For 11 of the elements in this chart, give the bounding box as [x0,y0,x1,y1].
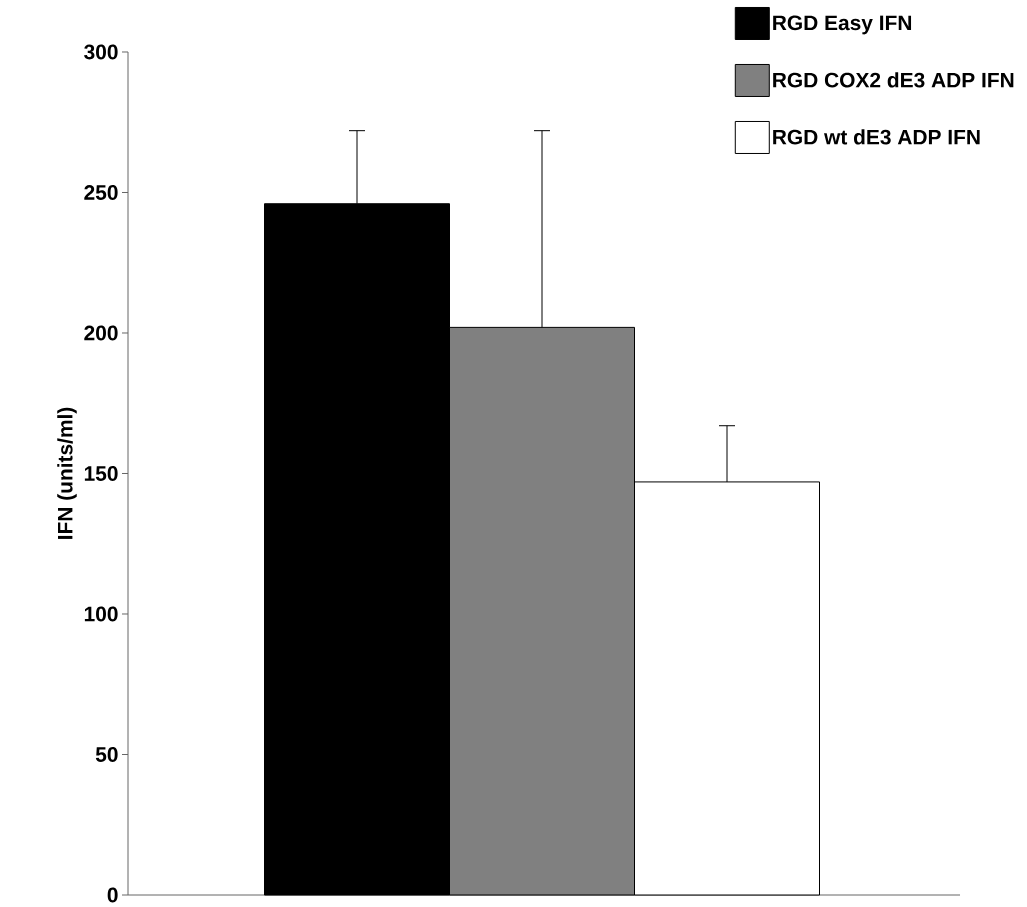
legend-label: RGD wt dE3 ADP IFN [773,129,980,145]
y-tick-label: 100 [84,606,118,622]
y-tick-label: 200 [84,325,118,341]
y-tick-label: 300 [84,44,118,60]
legend-label: RGD COX2 dE3 ADP IFN [773,72,1014,88]
y-tick-label: 150 [84,466,118,481]
y-tick-label: 50 [95,747,118,762]
y-axis-title: IFN (units/ml) [57,407,77,539]
y-tick-label: 0 [107,887,118,903]
y-tick-label: 250 [84,185,118,200]
legend-label: RGD Easy IFN [773,15,912,35]
